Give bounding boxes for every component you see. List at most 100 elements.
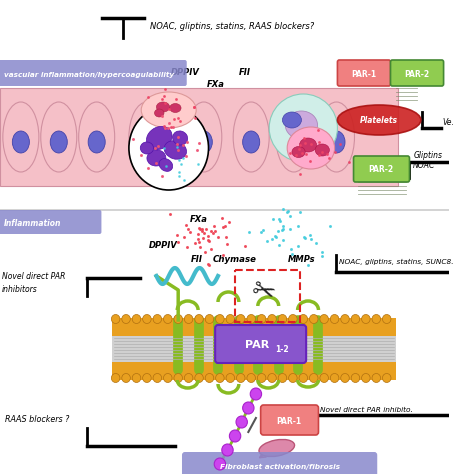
Text: FII: FII <box>238 68 251 77</box>
Circle shape <box>268 315 276 323</box>
Ellipse shape <box>12 131 29 153</box>
Ellipse shape <box>243 131 260 153</box>
FancyBboxPatch shape <box>354 156 410 182</box>
FancyBboxPatch shape <box>215 325 306 363</box>
Circle shape <box>129 106 209 190</box>
Text: PAR: PAR <box>245 340 269 350</box>
Ellipse shape <box>269 94 337 162</box>
Circle shape <box>268 374 276 383</box>
Text: Novel direct PAR
inhibitors: Novel direct PAR inhibitors <box>2 272 65 294</box>
Circle shape <box>226 374 235 383</box>
Circle shape <box>205 374 214 383</box>
Ellipse shape <box>88 131 105 153</box>
Circle shape <box>214 458 226 470</box>
Circle shape <box>174 315 182 323</box>
Ellipse shape <box>156 102 170 112</box>
Ellipse shape <box>140 142 154 154</box>
Circle shape <box>236 416 247 428</box>
Circle shape <box>320 315 328 323</box>
Circle shape <box>289 315 297 323</box>
Circle shape <box>383 374 391 383</box>
Text: Ve.: Ve. <box>443 118 455 127</box>
Circle shape <box>330 315 339 323</box>
Circle shape <box>320 374 328 383</box>
Circle shape <box>299 315 308 323</box>
FancyBboxPatch shape <box>112 318 396 336</box>
Circle shape <box>143 315 151 323</box>
Circle shape <box>205 315 214 323</box>
Text: PAR-2: PAR-2 <box>404 70 429 79</box>
Circle shape <box>362 374 370 383</box>
Circle shape <box>257 374 266 383</box>
Text: Novel direct PAR inhibito.: Novel direct PAR inhibito. <box>320 407 413 413</box>
Circle shape <box>247 374 255 383</box>
Circle shape <box>257 315 266 323</box>
Circle shape <box>132 374 141 383</box>
Circle shape <box>351 374 360 383</box>
FancyBboxPatch shape <box>112 336 396 362</box>
Circle shape <box>111 315 120 323</box>
Ellipse shape <box>159 159 173 172</box>
Circle shape <box>237 315 245 323</box>
Text: NOAC, gliptins, statins, SUNC8.: NOAC, gliptins, statins, SUNC8. <box>339 259 454 265</box>
Text: ✂: ✂ <box>248 275 279 309</box>
Circle shape <box>299 374 308 383</box>
Ellipse shape <box>41 102 77 172</box>
Circle shape <box>164 374 172 383</box>
Circle shape <box>351 315 360 323</box>
Circle shape <box>195 374 203 383</box>
Circle shape <box>243 402 254 414</box>
Circle shape <box>310 374 318 383</box>
Ellipse shape <box>292 146 305 157</box>
Text: MMPs: MMPs <box>288 255 315 264</box>
Text: PAR-2: PAR-2 <box>368 165 393 174</box>
FancyBboxPatch shape <box>0 88 398 186</box>
Text: PAR-1: PAR-1 <box>351 70 376 79</box>
Circle shape <box>372 315 381 323</box>
Text: FXa: FXa <box>207 80 225 89</box>
Circle shape <box>153 315 162 323</box>
Circle shape <box>247 315 255 323</box>
Circle shape <box>122 374 130 383</box>
FancyBboxPatch shape <box>391 60 444 86</box>
Text: FII: FII <box>191 255 203 264</box>
Circle shape <box>330 374 339 383</box>
Ellipse shape <box>283 112 301 128</box>
Circle shape <box>278 315 287 323</box>
Circle shape <box>184 374 193 383</box>
Text: Chymase: Chymase <box>213 255 257 264</box>
Text: DPPIV: DPPIV <box>148 241 177 250</box>
Text: FXa: FXa <box>190 215 208 224</box>
Ellipse shape <box>186 102 222 172</box>
Ellipse shape <box>287 127 335 169</box>
Circle shape <box>174 374 182 383</box>
Circle shape <box>153 374 162 383</box>
Circle shape <box>195 315 203 323</box>
Circle shape <box>184 315 193 323</box>
Ellipse shape <box>276 102 312 172</box>
Circle shape <box>237 374 245 383</box>
Ellipse shape <box>129 102 165 172</box>
Circle shape <box>229 430 241 442</box>
Circle shape <box>310 315 318 323</box>
Circle shape <box>111 374 120 383</box>
Text: PAR-1: PAR-1 <box>276 417 301 426</box>
Text: Platelets: Platelets <box>360 116 398 125</box>
Text: RAAS blockers ?: RAAS blockers ? <box>5 416 69 425</box>
Circle shape <box>122 315 130 323</box>
Ellipse shape <box>3 102 39 172</box>
Circle shape <box>341 315 349 323</box>
FancyBboxPatch shape <box>0 210 101 234</box>
Circle shape <box>216 374 224 383</box>
Circle shape <box>278 374 287 383</box>
Circle shape <box>372 374 381 383</box>
FancyBboxPatch shape <box>112 362 396 380</box>
Circle shape <box>132 315 141 323</box>
Text: 1-2: 1-2 <box>275 346 289 355</box>
Ellipse shape <box>79 102 115 172</box>
Ellipse shape <box>141 92 196 128</box>
Text: NOAC, gliptins, statins, RAAS blockers?: NOAC, gliptins, statins, RAAS blockers? <box>150 22 314 31</box>
Circle shape <box>216 315 224 323</box>
Ellipse shape <box>337 105 421 135</box>
Ellipse shape <box>285 111 318 139</box>
